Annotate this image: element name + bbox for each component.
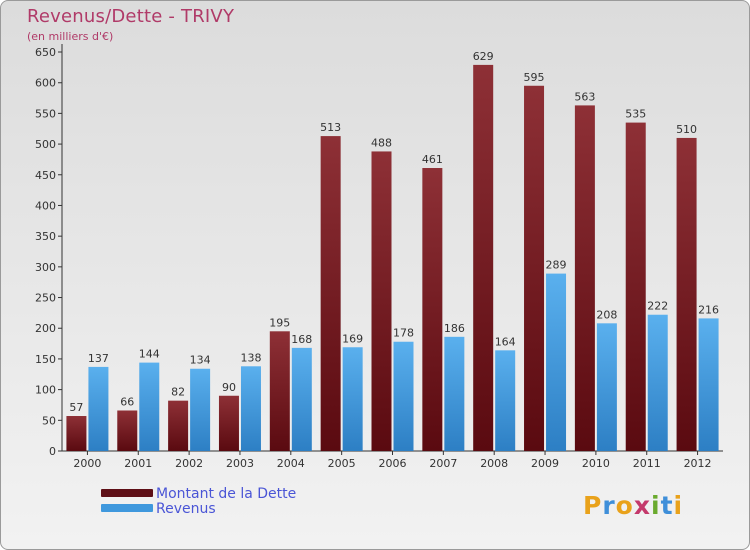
data-label-revenus: 178 xyxy=(393,327,414,340)
y-tick-label: 0 xyxy=(49,445,56,458)
x-tick-label: 2002 xyxy=(175,457,203,470)
chart-title: Revenus/Dette - TRIVY xyxy=(27,6,235,27)
bar-revenus xyxy=(190,368,211,451)
x-tick-label: 2004 xyxy=(277,457,305,470)
bar-dette xyxy=(524,85,545,451)
data-label-revenus: 289 xyxy=(546,259,567,272)
y-tick-label: 300 xyxy=(35,261,56,274)
y-tick-label: 650 xyxy=(35,46,56,59)
bar-dette xyxy=(625,122,646,451)
y-tick-label: 350 xyxy=(35,230,56,243)
data-label-dette: 90 xyxy=(222,381,236,394)
data-label-revenus: 216 xyxy=(698,303,719,316)
bar-dette xyxy=(473,64,494,451)
y-tick-label: 400 xyxy=(35,199,56,212)
y-tick-label: 200 xyxy=(35,322,56,335)
chart-subtitle: (en milliers d'€) xyxy=(27,30,114,43)
data-label-dette: 595 xyxy=(524,71,545,84)
legend-swatch-revenus xyxy=(101,504,153,512)
y-tick-label: 100 xyxy=(35,384,56,397)
x-tick-label: 2006 xyxy=(379,457,407,470)
data-label-dette: 66 xyxy=(120,395,134,408)
data-label-dette: 195 xyxy=(269,316,290,329)
bar-revenus xyxy=(88,366,109,451)
data-label-revenus: 134 xyxy=(190,354,211,367)
bar-revenus xyxy=(698,318,719,451)
bar-dette xyxy=(269,331,290,451)
legend-label-revenus: Revenus xyxy=(156,501,216,517)
data-label-revenus: 222 xyxy=(647,300,668,313)
data-label-dette: 510 xyxy=(676,123,697,136)
x-tick-label: 2010 xyxy=(582,457,610,470)
x-tick-label: 2012 xyxy=(684,457,712,470)
y-tick-label: 600 xyxy=(35,77,56,90)
legend-swatch-dette xyxy=(101,489,153,497)
data-label-revenus: 137 xyxy=(88,352,109,365)
bar-revenus xyxy=(495,350,516,451)
legend-label-dette: Montant de la Dette xyxy=(156,486,297,502)
bar-dette xyxy=(422,168,443,452)
y-tick-label: 150 xyxy=(35,353,56,366)
data-label-dette: 461 xyxy=(422,153,443,166)
data-label-revenus: 164 xyxy=(495,335,516,348)
bar-revenus xyxy=(393,341,414,451)
bar-revenus xyxy=(240,366,261,451)
x-tick-label: 2008 xyxy=(480,457,508,470)
x-tick-label: 2007 xyxy=(429,457,457,470)
x-tick-label: 2005 xyxy=(328,457,356,470)
bar-dette xyxy=(168,400,189,451)
bar-revenus xyxy=(139,362,160,451)
x-tick-label: 2001 xyxy=(124,457,152,470)
data-label-dette: 488 xyxy=(371,136,392,149)
data-label-dette: 82 xyxy=(171,386,185,399)
x-tick-label: 2003 xyxy=(226,457,254,470)
y-tick-label: 50 xyxy=(42,414,56,427)
data-label-revenus: 138 xyxy=(240,351,261,364)
proxiti-logo: Proxiti xyxy=(583,491,684,520)
bar-dette xyxy=(676,137,697,451)
data-label-dette: 629 xyxy=(473,50,494,63)
bar-revenus xyxy=(444,336,465,451)
data-label-dette: 57 xyxy=(69,401,83,414)
data-label-revenus: 186 xyxy=(444,322,465,335)
bar-dette xyxy=(117,410,138,451)
y-tick-label: 550 xyxy=(35,107,56,120)
data-label-revenus: 168 xyxy=(291,333,312,346)
bar-revenus xyxy=(342,347,363,451)
data-label-dette: 513 xyxy=(320,121,341,134)
bar-dette xyxy=(66,416,87,451)
x-tick-label: 2009 xyxy=(531,457,559,470)
y-tick-label: 250 xyxy=(35,292,56,305)
data-label-revenus: 208 xyxy=(596,308,617,321)
data-label-revenus: 169 xyxy=(342,332,363,345)
bar-revenus xyxy=(596,323,617,451)
bar-chart: 0 50 100 150 200 250 300 350 400 450 500 550 600 650 2… xyxy=(35,44,723,470)
bar-dette xyxy=(218,395,239,451)
x-tick-label: 2000 xyxy=(73,457,101,470)
data-label-dette: 563 xyxy=(574,90,595,103)
x-tick-label: 2011 xyxy=(633,457,661,470)
y-tick-label: 500 xyxy=(35,138,56,151)
y-tick-label: 450 xyxy=(35,169,56,182)
bar-revenus xyxy=(546,273,567,451)
data-label-revenus: 144 xyxy=(139,348,160,361)
data-label-dette: 535 xyxy=(625,108,646,121)
bar-revenus xyxy=(291,347,312,451)
bar-dette xyxy=(320,136,341,451)
bar-dette xyxy=(371,151,392,452)
bar-revenus xyxy=(647,314,668,451)
bar-dette xyxy=(574,105,595,452)
